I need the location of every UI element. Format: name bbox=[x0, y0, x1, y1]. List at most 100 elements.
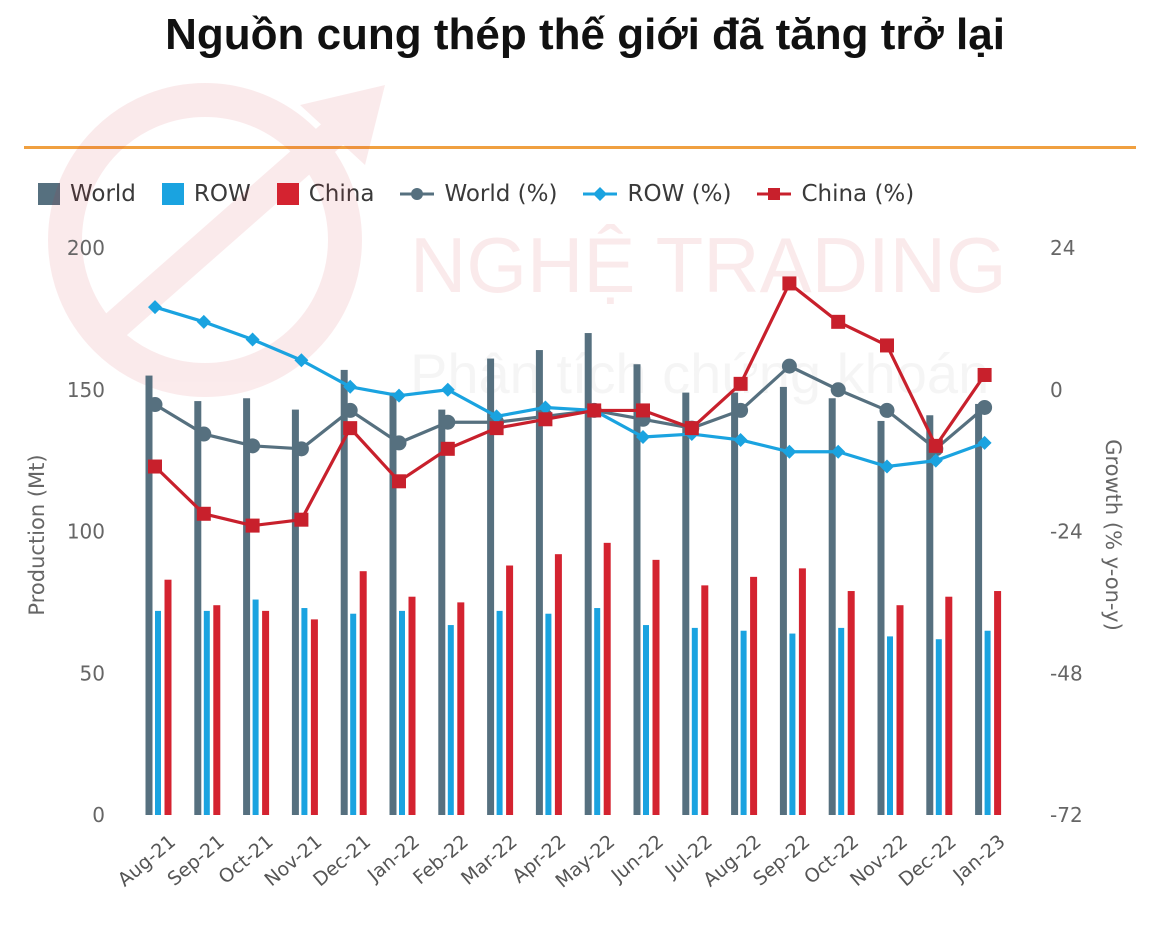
point-row-pct bbox=[148, 300, 162, 315]
point-row-pct bbox=[343, 379, 358, 394]
bar-china bbox=[213, 605, 221, 815]
y2-tick-label: 0 bbox=[1050, 378, 1063, 402]
point-china-pct bbox=[587, 403, 602, 418]
bar-world bbox=[340, 369, 348, 815]
point-china-pct bbox=[489, 421, 504, 436]
bar-world bbox=[194, 401, 202, 815]
bar-china bbox=[896, 605, 904, 815]
bar-row bbox=[594, 608, 601, 815]
point-china-pct bbox=[782, 276, 797, 291]
bar-world bbox=[487, 358, 495, 815]
bar-world bbox=[975, 403, 983, 815]
point-row-pct bbox=[489, 409, 504, 424]
bar-row bbox=[447, 625, 454, 815]
bar-china bbox=[408, 596, 416, 815]
bar-world bbox=[779, 386, 787, 815]
point-row-pct bbox=[392, 388, 406, 403]
point-china-pct bbox=[343, 421, 358, 436]
bar-row bbox=[545, 613, 552, 815]
bar-row bbox=[789, 633, 796, 815]
legend-item-row-pct[interactable]: ROW (%) bbox=[583, 181, 731, 207]
y2-tick-label: 24 bbox=[1050, 236, 1075, 260]
bar-china bbox=[994, 591, 1002, 815]
watermark: NGHỆ TRADING Phân tích chứng khoán bbox=[48, 83, 1007, 405]
legend-item-world-pct[interactable]: World (%) bbox=[400, 181, 557, 207]
point-china-pct bbox=[831, 314, 846, 329]
bar-china bbox=[750, 576, 758, 815]
bar-china bbox=[457, 602, 465, 815]
point-row-pct bbox=[294, 353, 309, 368]
point-row-pct bbox=[928, 453, 943, 468]
point-world-pct bbox=[245, 438, 261, 454]
point-row-pct bbox=[782, 444, 797, 459]
y-axis-left: 0 50 100 150 200 bbox=[67, 236, 105, 827]
line-series bbox=[147, 276, 993, 533]
bar-row bbox=[350, 613, 357, 815]
bar-china bbox=[847, 591, 855, 815]
bar-row bbox=[155, 610, 161, 815]
chart-legend: World ROW China World (%) ROW (%) China … bbox=[38, 176, 914, 212]
y-tick-label: 100 bbox=[67, 520, 105, 544]
legend-item-world[interactable]: World bbox=[38, 181, 136, 207]
point-china-pct bbox=[636, 403, 650, 418]
point-row-pct bbox=[977, 435, 992, 450]
point-china-pct bbox=[294, 512, 309, 527]
legend-swatch-row-pct bbox=[583, 187, 618, 201]
legend-swatch-world-pct bbox=[400, 188, 435, 200]
watermark-logo-icon bbox=[48, 83, 385, 397]
x-axis: Aug-21Sep-21Oct-21Nov-21Dec-21Jan-22Feb-… bbox=[114, 831, 1010, 893]
legend-swatch-row bbox=[161, 183, 184, 205]
bar-china bbox=[164, 579, 172, 815]
y2-tick-label: -24 bbox=[1050, 520, 1083, 544]
header-rule bbox=[24, 146, 1136, 149]
bar-china bbox=[798, 568, 806, 815]
bar-china bbox=[506, 565, 514, 815]
point-china-pct bbox=[196, 506, 211, 521]
bar-world bbox=[535, 350, 543, 815]
point-row-pct bbox=[880, 459, 894, 474]
point-china-pct bbox=[538, 412, 553, 427]
bar-china bbox=[603, 542, 611, 815]
line-china-pct bbox=[153, 281, 986, 528]
point-world-pct bbox=[440, 414, 456, 430]
point-row-pct bbox=[733, 432, 748, 447]
point-world-pct bbox=[830, 382, 846, 398]
legend-item-china-pct[interactable]: China (%) bbox=[757, 181, 914, 207]
bar-world bbox=[584, 333, 592, 815]
bar-row bbox=[301, 608, 308, 815]
point-world-pct bbox=[391, 435, 407, 451]
legend-swatch-world bbox=[38, 183, 60, 205]
bar-row bbox=[399, 610, 405, 815]
point-china-pct bbox=[880, 338, 894, 353]
y-axis-right-title: Growth (% y-on-y) bbox=[1101, 439, 1125, 631]
point-row-pct bbox=[196, 314, 211, 329]
bar-china bbox=[945, 596, 953, 815]
point-china-pct bbox=[977, 367, 992, 382]
legend-item-china[interactable]: China bbox=[276, 181, 374, 207]
bar-row bbox=[887, 636, 893, 815]
bar-china bbox=[554, 554, 562, 815]
point-row-pct bbox=[245, 332, 260, 347]
legend-label-china-pct: China (%) bbox=[801, 181, 915, 207]
point-world-pct bbox=[342, 402, 358, 418]
point-world-pct bbox=[781, 358, 797, 374]
bar-world bbox=[389, 392, 397, 815]
x-tick-label: Jan-23 bbox=[948, 831, 1009, 887]
bar-world bbox=[438, 409, 446, 815]
y-tick-label: 150 bbox=[67, 378, 105, 402]
bar-world bbox=[828, 398, 836, 815]
y2-tick-label: -48 bbox=[1050, 661, 1083, 685]
bar-row bbox=[643, 625, 649, 815]
bar-china bbox=[262, 610, 270, 815]
y-tick-label: 200 bbox=[67, 236, 105, 260]
bar-world bbox=[877, 420, 885, 815]
point-china-pct bbox=[245, 518, 260, 533]
bar-row bbox=[935, 639, 942, 815]
legend-item-row[interactable]: ROW bbox=[161, 181, 251, 207]
point-china-pct bbox=[684, 421, 699, 436]
bar-world bbox=[731, 392, 739, 815]
bar-world bbox=[145, 375, 153, 815]
watermark-text-tagline: Phân tích chứng khoán bbox=[410, 342, 989, 405]
legend-swatch-china bbox=[276, 183, 299, 205]
